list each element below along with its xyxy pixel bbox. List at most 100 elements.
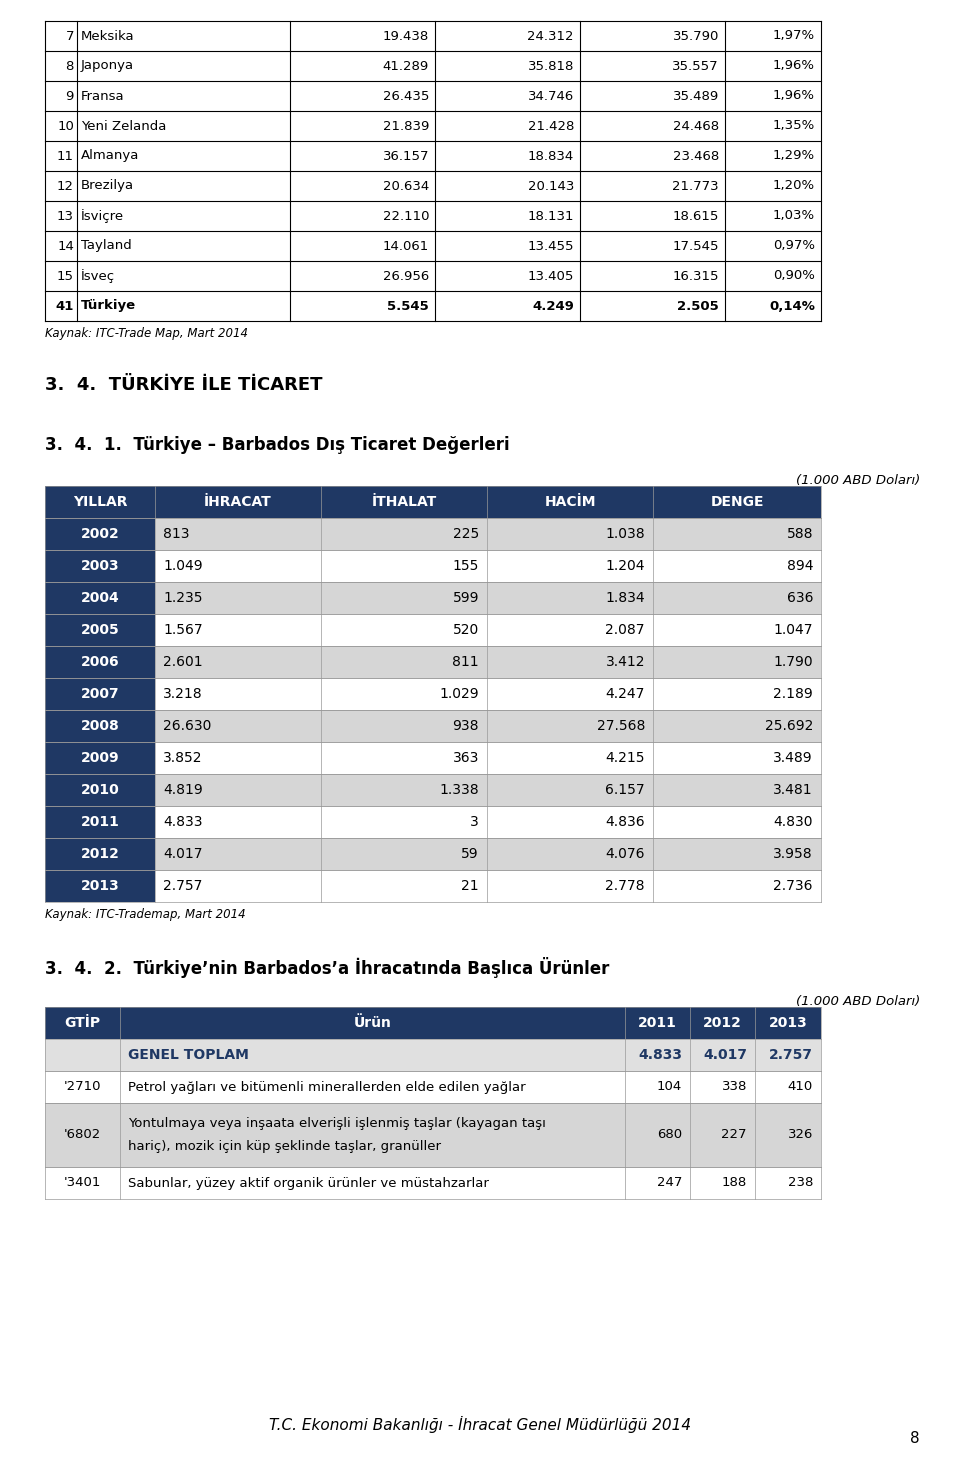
Text: 3.  4.  2.  Türkiye’nin Barbados’a İhracatında Başlıca Ürünler: 3. 4. 2. Türkiye’nin Barbados’a İhracatı… bbox=[45, 957, 610, 977]
Bar bbox=[155, 742, 821, 775]
Bar bbox=[45, 1071, 821, 1103]
Text: 363: 363 bbox=[452, 751, 479, 766]
Text: 247: 247 bbox=[657, 1176, 682, 1189]
Bar bbox=[155, 582, 821, 615]
Text: 4.247: 4.247 bbox=[606, 687, 645, 701]
Text: Almanya: Almanya bbox=[81, 150, 139, 163]
Text: GTİP: GTİP bbox=[64, 1016, 101, 1029]
Bar bbox=[45, 1103, 821, 1167]
Bar bbox=[45, 615, 155, 646]
Text: 21: 21 bbox=[462, 880, 479, 893]
Bar bbox=[45, 838, 155, 869]
Text: 2.601: 2.601 bbox=[163, 655, 203, 669]
Bar bbox=[45, 582, 155, 615]
Text: 21.773: 21.773 bbox=[672, 179, 719, 193]
Text: 4.017: 4.017 bbox=[703, 1049, 747, 1062]
Text: 20.143: 20.143 bbox=[528, 179, 574, 193]
Text: 1.338: 1.338 bbox=[440, 783, 479, 797]
Text: 2010: 2010 bbox=[81, 783, 119, 797]
Text: HACİM: HACİM bbox=[544, 495, 596, 509]
Text: 894: 894 bbox=[786, 558, 813, 573]
Bar bbox=[690, 1007, 755, 1040]
Text: İTHALAT: İTHALAT bbox=[372, 495, 437, 509]
Text: '6802: '6802 bbox=[64, 1129, 101, 1142]
Text: 3.958: 3.958 bbox=[774, 847, 813, 860]
Bar bbox=[155, 806, 821, 838]
Text: 14: 14 bbox=[58, 240, 74, 252]
Text: 2008: 2008 bbox=[81, 718, 119, 733]
Text: 19.438: 19.438 bbox=[383, 30, 429, 43]
Text: 25.692: 25.692 bbox=[764, 718, 813, 733]
Bar bbox=[155, 775, 821, 806]
Text: 18.131: 18.131 bbox=[527, 209, 574, 222]
Text: 811: 811 bbox=[452, 655, 479, 669]
Text: 11: 11 bbox=[57, 150, 74, 163]
Bar bbox=[45, 486, 155, 518]
Text: 4.249: 4.249 bbox=[532, 299, 574, 312]
Text: DENGE: DENGE bbox=[710, 495, 764, 509]
Bar bbox=[155, 486, 321, 518]
Text: 21.428: 21.428 bbox=[528, 120, 574, 132]
Bar bbox=[45, 775, 155, 806]
Bar bbox=[45, 646, 155, 678]
Text: 2006: 2006 bbox=[81, 655, 119, 669]
Text: 520: 520 bbox=[453, 624, 479, 637]
Text: 26.435: 26.435 bbox=[383, 89, 429, 102]
Text: YILLAR: YILLAR bbox=[73, 495, 128, 509]
Text: 4.833: 4.833 bbox=[163, 815, 203, 829]
Text: 2012: 2012 bbox=[703, 1016, 742, 1029]
Text: İsviçre: İsviçre bbox=[81, 209, 124, 224]
Text: (1.000 ABD Doları): (1.000 ABD Doları) bbox=[796, 474, 920, 487]
Text: 188: 188 bbox=[722, 1176, 747, 1189]
Text: 1.567: 1.567 bbox=[163, 624, 203, 637]
Text: 4.833: 4.833 bbox=[638, 1049, 682, 1062]
Text: 1,35%: 1,35% bbox=[773, 120, 815, 132]
Text: 2.087: 2.087 bbox=[606, 624, 645, 637]
Text: 3.  4.  TÜRKİYE İLE TİCARET: 3. 4. TÜRKİYE İLE TİCARET bbox=[45, 376, 323, 394]
Text: 14.061: 14.061 bbox=[383, 240, 429, 252]
Bar bbox=[625, 1007, 690, 1040]
Text: 3: 3 bbox=[470, 815, 479, 829]
Text: 2013: 2013 bbox=[769, 1016, 807, 1029]
Bar bbox=[45, 806, 155, 838]
Bar bbox=[155, 838, 821, 869]
Text: 3.852: 3.852 bbox=[163, 751, 203, 766]
Text: 2003: 2003 bbox=[81, 558, 119, 573]
Bar bbox=[45, 709, 155, 742]
Text: Yeni Zelanda: Yeni Zelanda bbox=[81, 120, 166, 132]
Text: 2009: 2009 bbox=[81, 751, 119, 766]
Text: 2.505: 2.505 bbox=[677, 299, 719, 312]
Bar bbox=[45, 742, 155, 775]
Text: 2007: 2007 bbox=[81, 687, 119, 701]
Bar bbox=[45, 678, 155, 709]
Text: 599: 599 bbox=[452, 591, 479, 606]
Text: 1,03%: 1,03% bbox=[773, 209, 815, 222]
Text: İsveç: İsveç bbox=[81, 270, 115, 283]
Text: 1.029: 1.029 bbox=[440, 687, 479, 701]
Bar bbox=[45, 1040, 821, 1071]
Text: Fransa: Fransa bbox=[81, 89, 125, 102]
Text: 2.757: 2.757 bbox=[163, 880, 203, 893]
Bar bbox=[155, 869, 821, 902]
Text: 326: 326 bbox=[787, 1129, 813, 1142]
Text: Japonya: Japonya bbox=[81, 59, 134, 73]
Bar bbox=[653, 486, 821, 518]
Text: 41.289: 41.289 bbox=[383, 59, 429, 73]
Text: hariç), mozik için küp şeklinde taşlar, granüller: hariç), mozik için küp şeklinde taşlar, … bbox=[128, 1140, 441, 1154]
Text: 12: 12 bbox=[57, 179, 74, 193]
Text: 1,20%: 1,20% bbox=[773, 179, 815, 193]
Bar bbox=[45, 549, 155, 582]
Text: 16.315: 16.315 bbox=[673, 270, 719, 283]
Text: 0,90%: 0,90% bbox=[773, 270, 815, 283]
Text: 3.218: 3.218 bbox=[163, 687, 203, 701]
Bar bbox=[155, 518, 821, 549]
Text: 2.189: 2.189 bbox=[773, 687, 813, 701]
Text: 13.455: 13.455 bbox=[527, 240, 574, 252]
Text: 0,97%: 0,97% bbox=[773, 240, 815, 252]
Bar bbox=[45, 869, 155, 902]
Text: 59: 59 bbox=[462, 847, 479, 860]
Text: 6.157: 6.157 bbox=[606, 783, 645, 797]
Text: 2013: 2013 bbox=[81, 880, 119, 893]
Text: 8: 8 bbox=[65, 59, 74, 73]
Text: 1.834: 1.834 bbox=[606, 591, 645, 606]
